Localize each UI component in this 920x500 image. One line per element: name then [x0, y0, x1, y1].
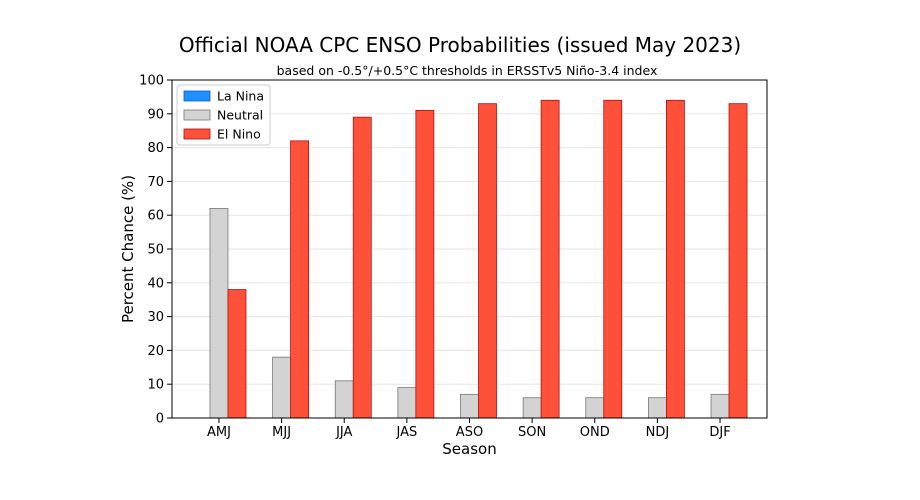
bar-el-nino-aso [478, 103, 497, 419]
x-tick-label: SON [518, 425, 546, 440]
y-tick-label: 60 [147, 209, 164, 224]
legend-swatch-neutral [183, 109, 211, 121]
y-axis-label: Percent Chance (%) [119, 175, 137, 323]
bar-el-nino-mjj [290, 140, 310, 419]
y-tick-label: 20 [147, 344, 164, 359]
x-tick-label: JAS [395, 425, 417, 440]
bar-neutral-djf [710, 393, 730, 419]
x-tick-label: AMJ [207, 425, 231, 440]
legend: La Nina Neutral El Nino [176, 84, 271, 146]
y-tick-label: 40 [147, 276, 164, 291]
x-tick-label: ASO [456, 425, 483, 440]
x-axis-label: Season [442, 440, 496, 458]
legend-swatch-la-nina [183, 90, 211, 102]
bars [209, 99, 748, 419]
y-tick-label: 80 [147, 141, 164, 156]
bar-neutral-jas [397, 387, 417, 419]
x-tick-label: NDJ [646, 425, 670, 440]
bar-neutral-jja [334, 380, 354, 419]
bar-neutral-ond [585, 397, 605, 419]
x-axis-ticks: AMJ MJJ JJA JAS ASO SON OND NDJ DJF [207, 418, 731, 440]
legend-label-la-nina: La Nina [217, 89, 264, 104]
bar-el-nino-jja [352, 116, 372, 419]
bar-neutral-son [522, 397, 542, 419]
bar-neutral-amj [209, 208, 229, 419]
y-tick-label: 0 [156, 412, 164, 427]
x-tick-label: JJA [335, 425, 352, 440]
bar-el-nino-jas [415, 110, 435, 419]
legend-label-neutral: Neutral [217, 108, 263, 123]
bar-neutral-ndj [647, 397, 667, 419]
grid-lines [172, 113, 767, 385]
y-tick-label: 100 [139, 74, 164, 89]
x-tick-label: DJF [709, 425, 730, 440]
legend-swatch-el-nino [183, 128, 211, 140]
bar-el-nino-son [540, 99, 560, 419]
x-tick-label: OND [580, 425, 610, 440]
y-tick-label: 10 [147, 378, 164, 393]
y-tick-label: 70 [147, 175, 164, 190]
bar-neutral-mjj [272, 356, 292, 419]
bar-el-nino-ndj [665, 99, 685, 419]
bar-el-nino-ond [603, 99, 623, 419]
y-tick-label: 90 [147, 107, 164, 122]
chart-subtitle: based on -0.5°/+0.5°C thresholds in ERSS… [277, 63, 658, 78]
y-tick-label: 30 [147, 310, 164, 325]
y-tick-label: 50 [147, 243, 164, 258]
y-axis-ticks: 0 10 20 30 40 50 60 70 80 90 100 [139, 74, 172, 427]
bar-el-nino-djf [728, 103, 748, 419]
legend-label-el-nino: El Nino [217, 127, 261, 142]
bar-neutral-aso [460, 393, 479, 419]
x-tick-label: MJJ [272, 425, 291, 440]
bar-el-nino-amj [227, 289, 247, 419]
chart-title: Official NOAA CPC ENSO Probabilities (is… [179, 33, 741, 57]
